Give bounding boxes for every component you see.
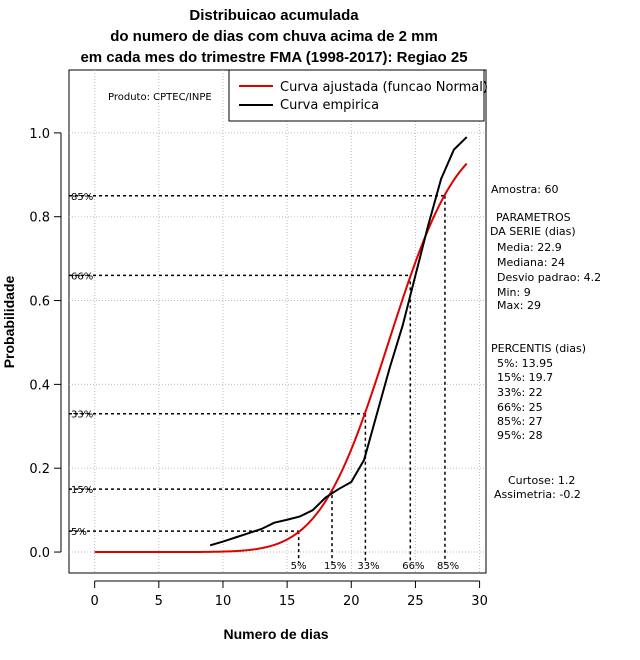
- percentile-xlabel-5: 5%: [291, 561, 307, 572]
- product-annotation: Produto: CPTEC/INPE: [108, 92, 212, 103]
- percentile-ylabel-33: 33%: [71, 410, 93, 421]
- percentile-xlabel-33: 33%: [357, 561, 379, 572]
- param-min: Min: 9: [497, 286, 531, 299]
- side-panel: Amostra: 60 PARAMETROS DA SERIE (dias) M…: [490, 183, 601, 501]
- percentile-66: 66%: 25: [497, 401, 543, 414]
- curtose: Curtose: 1.2: [508, 474, 575, 487]
- plot-frame: [68, 69, 487, 574]
- y-axis-label: Probabilidade: [1, 276, 17, 369]
- legend: Curva ajustada (funcao Normal) Curva emp…: [228, 69, 488, 122]
- x-tick-label-30: 30: [471, 594, 488, 609]
- x-tick-label-15: 15: [279, 594, 296, 609]
- param-median: Mediana: 24: [497, 256, 565, 269]
- percentile-33: 33%: 22: [497, 386, 543, 399]
- sample-size: Amostra: 60: [491, 183, 558, 196]
- x-tick-label-20: 20: [343, 594, 360, 609]
- title-line-2: do numero de dias com chuva acima de 2 m…: [110, 28, 438, 45]
- percentile-xlabel-85: 85%: [437, 561, 459, 572]
- axes: 0 5 10 15 20 25 30 0.0 0.2 0.4 0.6 0.8 1.0: [29, 127, 488, 609]
- y-tick-label-0.8: 0.8: [29, 211, 50, 226]
- grid: [69, 70, 486, 573]
- percentile-ylabel-5: 5%: [71, 527, 87, 538]
- series-empirical-line: [209, 136, 468, 547]
- x-tick-label-0: 0: [91, 594, 99, 609]
- params-title-1: PARAMETROS: [496, 211, 571, 224]
- x-tick-label-5: 5: [155, 594, 163, 609]
- percentile-xlabel-66: 66%: [402, 561, 424, 572]
- percentile-15: 15%: 19.7: [497, 371, 553, 384]
- x-tick-label-25: 25: [407, 594, 424, 609]
- assimetria: Assimetria: -0.2: [494, 488, 581, 501]
- percentiles-title: PERCENTIS (dias): [491, 342, 586, 355]
- y-tick-label-0.2: 0.2: [29, 462, 50, 477]
- percentile-5: 5%: 13.95: [497, 357, 553, 370]
- x-tick-label-10: 10: [215, 594, 232, 609]
- x-axis-label: Numero de dias: [223, 626, 328, 642]
- legend-label-normal: Curva ajustada (funcao Normal): [280, 80, 488, 95]
- legend-label-empirical: Curva empirica: [280, 98, 379, 113]
- percentile-ylabel-85: 85%: [71, 192, 93, 203]
- legend-box: [228, 69, 485, 122]
- percentile-95: 95%: 28: [497, 429, 543, 442]
- percentile-guides: 5% 5% 15% 15% 33% 33% 66% 66% 85% 85%: [69, 192, 459, 572]
- percentile-ylabel-15: 15%: [71, 485, 93, 496]
- title-line-1: Distribuicao acumulada: [189, 7, 359, 24]
- y-tick-label-0.0: 0.0: [29, 546, 50, 561]
- series-normal-fit-line: [94, 162, 468, 554]
- percentile-ylabel-66: 66%: [71, 271, 93, 282]
- y-tick-label-0.6: 0.6: [29, 295, 50, 310]
- param-mean: Media: 22.9: [497, 241, 562, 254]
- params-title-2: DA SERIE (dias): [490, 225, 576, 238]
- param-max: Max: 29: [497, 299, 541, 312]
- series: [94, 136, 468, 554]
- y-tick-label-1.0: 1.0: [29, 127, 50, 142]
- y-tick-label-0.4: 0.4: [29, 378, 50, 393]
- title-line-3: em cada mes do trimestre FMA (1998-2017)…: [80, 49, 467, 66]
- percentile-xlabel-15: 15%: [324, 561, 346, 572]
- chart-title: Distribuicao acumulada do numero de dias…: [80, 7, 467, 66]
- percentile-85: 85%: 27: [497, 415, 543, 428]
- param-sd: Desvio padrao: 4.2: [497, 271, 601, 284]
